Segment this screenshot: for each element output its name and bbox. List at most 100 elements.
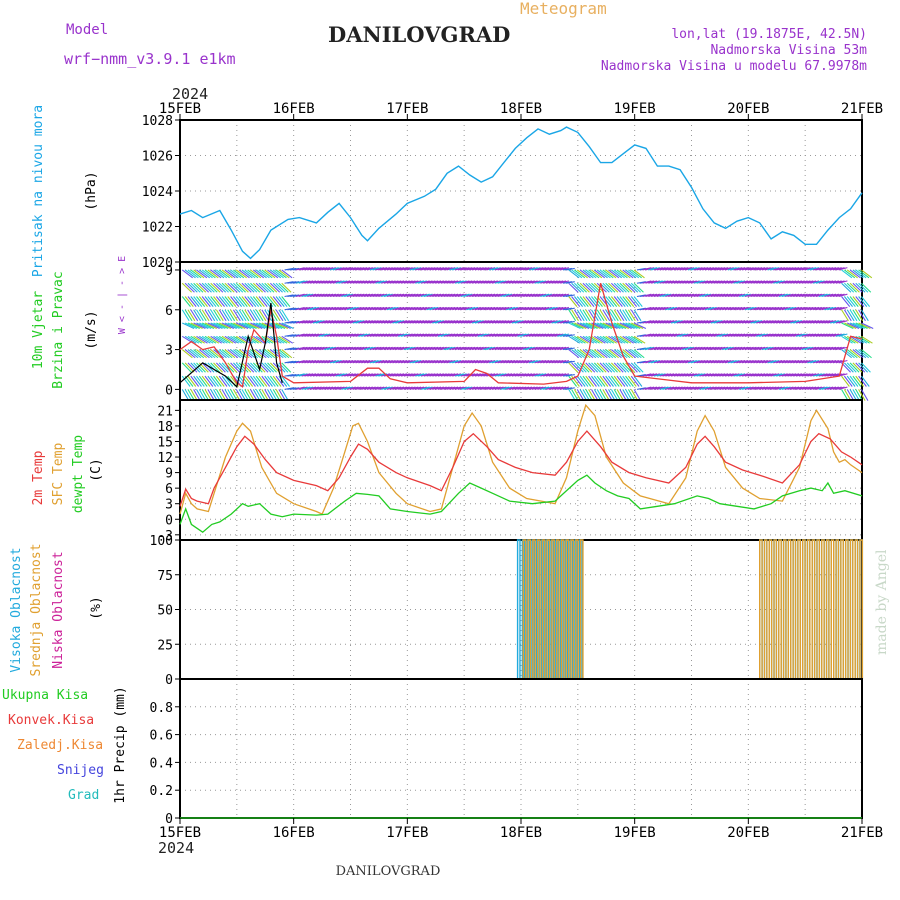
wind-barb (363, 293, 373, 298)
wind-barb (281, 296, 291, 307)
wind-barb (426, 320, 436, 324)
wind-barb (690, 373, 700, 377)
wind-barb (361, 373, 371, 377)
wind-barb (221, 309, 230, 322)
wind-barb (693, 359, 703, 364)
wind-barb (201, 282, 212, 293)
wind-barb (224, 375, 234, 387)
wind-barb (710, 359, 720, 364)
wind-barb (733, 346, 743, 351)
wind-barb (483, 306, 493, 311)
wind-barb (753, 306, 763, 311)
wind-barb (506, 267, 516, 271)
wind-barb (329, 333, 339, 337)
wind-barb (605, 362, 616, 373)
wind-barb (815, 306, 825, 311)
wind-barb (781, 293, 791, 298)
wind-barb (613, 309, 622, 322)
wind-barb (534, 359, 544, 364)
wind-barb (272, 296, 282, 307)
wind-barb (204, 389, 212, 401)
wind-barb (628, 362, 638, 373)
wind-barb (827, 267, 837, 271)
wind-barb (593, 389, 602, 401)
wind-barb (500, 306, 510, 311)
wind-barb (812, 386, 822, 390)
wind-barb (665, 280, 675, 284)
wind-barb (724, 386, 734, 390)
wind-barb (722, 293, 732, 298)
wind-barb (827, 333, 837, 337)
wind-barb (230, 362, 241, 373)
wind-barb (767, 267, 777, 271)
wind-barb (687, 346, 697, 351)
wind-barb (446, 280, 456, 284)
wind-barb (329, 320, 339, 324)
wind-barb (346, 373, 356, 377)
wind-barb (843, 309, 852, 322)
wind-barb (235, 296, 245, 307)
wind-barb (486, 320, 496, 324)
wind-barb (588, 389, 596, 401)
wind-barb (832, 306, 842, 311)
cloud-ylabel-1: Visoka Oblacnost (9, 547, 24, 672)
wind-barb (184, 362, 195, 373)
wind-barb (540, 333, 550, 337)
wind-barb (324, 320, 334, 324)
wind-barb (269, 296, 279, 307)
wind-barb (761, 346, 771, 351)
wind-barb (812, 333, 822, 337)
mid-cloud-bar (773, 539, 778, 679)
wind-barb (591, 375, 600, 387)
wind-barb (312, 280, 322, 284)
wind-barb (204, 349, 216, 359)
wind-barb (437, 293, 447, 298)
pressure-line (179, 126, 863, 260)
wind-barb (278, 282, 289, 293)
wind-barb (477, 267, 487, 271)
wind-barb (608, 282, 619, 293)
wind-barb (420, 373, 430, 377)
wind-barb (724, 320, 734, 324)
wind-barb (537, 306, 547, 311)
wind-barb (613, 362, 624, 373)
wind-barb (832, 386, 842, 390)
mid-cloud-bar (792, 539, 797, 679)
wind-barb (599, 389, 607, 401)
wind-barb (196, 389, 204, 401)
wind-barb (295, 320, 305, 324)
wind-barb (187, 335, 200, 344)
wind-barb (815, 346, 825, 351)
wind-barb (537, 293, 547, 298)
wind-barb (693, 320, 703, 324)
wind-barb (267, 282, 278, 293)
wind-barb (443, 386, 453, 390)
wind-barb (369, 359, 379, 364)
wind-barb (716, 386, 726, 390)
wind-barb (741, 280, 751, 284)
wind-barb (846, 362, 857, 373)
wind-barb (415, 386, 425, 390)
wind-barb (795, 306, 805, 311)
wind-barb (852, 362, 863, 373)
wind-barb (332, 373, 342, 377)
wind-barb (818, 333, 828, 337)
wind-barb (537, 359, 547, 364)
wind-barb (648, 373, 658, 377)
wind-barb (432, 267, 442, 271)
wind-barb (545, 293, 555, 298)
wind-barb (312, 320, 322, 324)
wind-barb (435, 373, 445, 377)
wind-barb (736, 267, 746, 271)
wind-barb (588, 375, 597, 387)
wind-barb (810, 373, 820, 377)
wind-barb (250, 349, 261, 359)
wind-barb (736, 280, 746, 284)
wind-barb (327, 267, 337, 271)
wind-barb (452, 267, 462, 271)
wind-barb (307, 333, 317, 337)
wind-barb (366, 306, 376, 311)
wind-barb (358, 280, 368, 284)
wind-barb (676, 359, 686, 364)
wind-barb (466, 320, 476, 324)
